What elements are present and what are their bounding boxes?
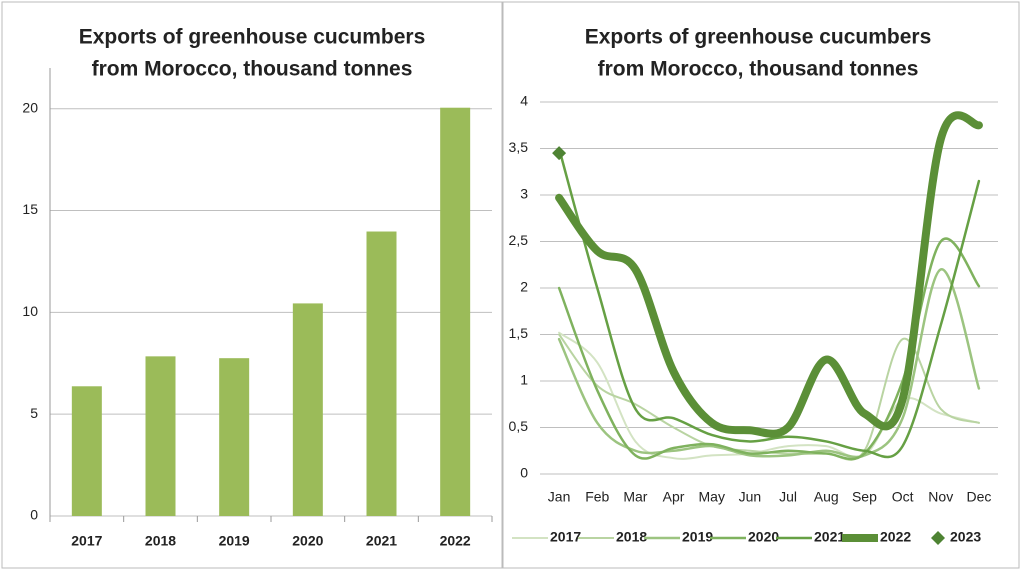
x-tick-label: 2021 — [366, 533, 397, 549]
series-line — [557, 237, 981, 461]
y-tick-label: 2 — [520, 279, 528, 295]
bar — [366, 231, 397, 516]
x-tick-label: Feb — [585, 489, 609, 505]
chart-title: Exports of greenhouse cucumbers — [585, 26, 932, 49]
chart-title: Exports of greenhouse cucumbers — [79, 26, 426, 49]
y-tick-label: 0 — [30, 507, 38, 523]
bar — [71, 386, 102, 516]
series-line — [555, 111, 983, 438]
series-line — [557, 147, 981, 459]
x-tick-label: Jan — [548, 489, 571, 505]
bar — [145, 356, 176, 516]
chart-title: from Morocco, thousand tonnes — [598, 58, 919, 81]
y-tick-label: 0 — [520, 465, 528, 481]
y-tick-label: 10 — [22, 303, 38, 319]
x-tick-label: Jun — [739, 489, 762, 505]
x-tick-label: Apr — [663, 489, 685, 505]
y-tick-label: 4 — [520, 93, 528, 109]
x-tick-label: 2020 — [292, 533, 323, 549]
y-tick-label: 20 — [22, 99, 38, 115]
x-tick-label: 2022 — [440, 533, 471, 549]
x-tick-label: Jul — [779, 489, 797, 505]
x-tick-label: Dec — [966, 489, 991, 505]
y-tick-label: 5 — [30, 405, 38, 421]
series-line — [557, 268, 981, 459]
y-tick-label: 3 — [520, 186, 528, 202]
chart-title: from Morocco, thousand tonnes — [92, 58, 413, 81]
y-tick-label: 2,5 — [509, 232, 529, 248]
y-tick-label: 1,5 — [509, 325, 529, 341]
legend-swatch — [931, 531, 945, 545]
legend-label: 2020 — [748, 529, 779, 545]
x-tick-label: Aug — [814, 489, 839, 505]
y-tick-label: 1 — [520, 372, 528, 388]
panel-right — [502, 1, 1020, 569]
x-tick-label: Oct — [892, 489, 914, 505]
x-tick-label: 2018 — [145, 533, 176, 549]
bar — [219, 358, 250, 516]
y-tick-label: 3,5 — [509, 139, 529, 155]
point-marker — [552, 146, 567, 161]
x-tick-label: 2019 — [219, 533, 250, 549]
x-tick-label: 2017 — [71, 533, 102, 549]
legend-label: 2017 — [550, 529, 581, 545]
legend-label: 2022 — [880, 529, 911, 545]
legend-label: 2019 — [682, 529, 713, 545]
legend-label: 2021 — [814, 529, 845, 545]
y-tick-label: 0,5 — [509, 418, 529, 434]
bar — [440, 107, 471, 516]
x-tick-label: Nov — [928, 489, 953, 505]
panel-left — [1, 1, 503, 569]
bar — [292, 303, 323, 516]
legend-label: 2018 — [616, 529, 647, 545]
x-tick-label: Mar — [623, 489, 647, 505]
y-tick-label: 15 — [22, 201, 38, 217]
x-tick-label: Sep — [852, 489, 877, 505]
legend-label: 2023 — [950, 529, 981, 545]
x-tick-label: May — [699, 489, 725, 505]
